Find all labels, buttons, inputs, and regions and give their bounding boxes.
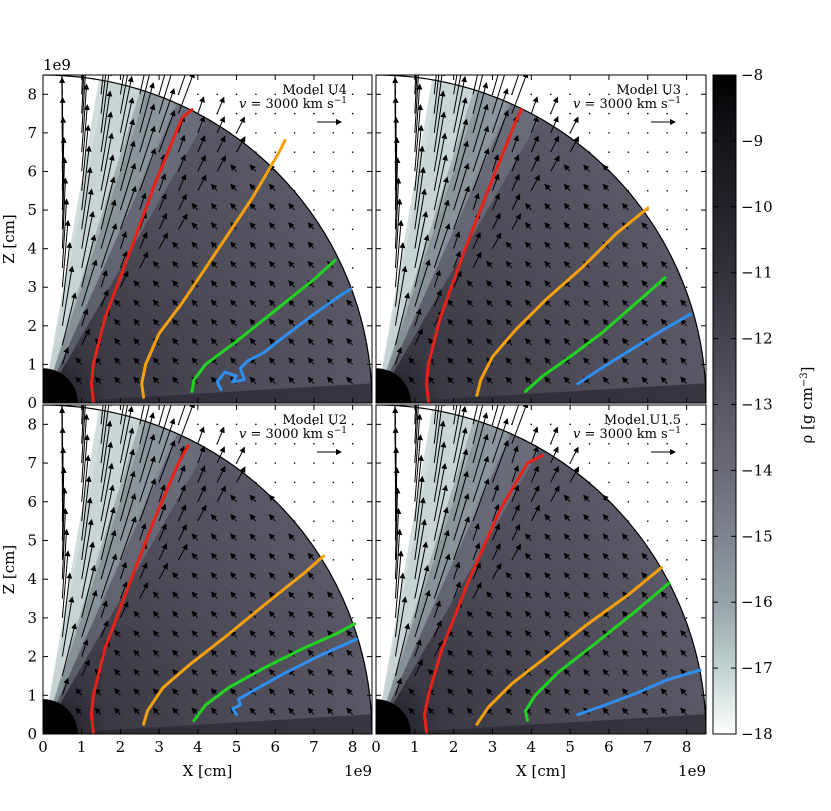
outer-boundary: [43, 75, 372, 403]
streamline-2: [140, 139, 287, 399]
colorbar-tick-label: −12: [741, 330, 773, 348]
x-tick-label: 6: [604, 738, 614, 756]
x-tick-label: 4: [193, 738, 203, 756]
velocity-arrows: [392, 75, 687, 385]
streamline-3: [524, 581, 671, 722]
colorbar-tick-label: −8: [741, 66, 763, 84]
velocity-arrows: [59, 405, 354, 715]
streamline-2: [475, 206, 650, 397]
panel-1: Model U4v = 3000 km s−1: [42, 74, 373, 404]
x-tick-label: 3: [154, 738, 164, 756]
colorbar-tick-label: −14: [741, 461, 773, 479]
streamline-2: [475, 566, 663, 726]
y-tick-label: 4: [27, 240, 37, 258]
y-tick-label: 8: [27, 85, 37, 103]
central-star: [376, 699, 411, 734]
model-label: Model U3: [616, 83, 681, 98]
colorbar-tick-label: −15: [741, 527, 773, 545]
outer-boundary: [43, 405, 372, 734]
streamline-1: [89, 444, 190, 734]
streamline-4: [576, 312, 692, 386]
model-label: Model U4: [282, 83, 347, 98]
colorbar-tick-label: −17: [741, 659, 773, 677]
y-tick-label: 0: [27, 394, 37, 412]
panel-frame: [375, 74, 707, 404]
velocity-legend-label: v = 3000 km s−1: [573, 96, 681, 112]
x-tick-label: 8: [348, 738, 358, 756]
streamline-1: [425, 108, 524, 403]
x-tick-label: 5: [232, 738, 242, 756]
y-tick-label: 5: [27, 531, 37, 549]
x-tick-label: 1: [77, 738, 87, 756]
y-tick-label: 3: [27, 278, 37, 296]
central-star: [376, 368, 411, 403]
velocity-legend-label: v = 3000 km s−1: [573, 426, 681, 442]
y-tick-label: 0: [27, 725, 37, 743]
velocity-legend-label: v = 3000 km s−1: [239, 426, 347, 442]
y-offset-label: 1e9: [43, 56, 71, 74]
x-axis-label: X [cm]: [183, 762, 233, 780]
colorbar-tick-label: −13: [741, 396, 773, 414]
colorbar-tick-label: −9: [741, 132, 763, 150]
streamline-1: [423, 453, 545, 734]
x-tick-label: 4: [527, 738, 537, 756]
velocity-legend-label: v = 3000 km s−1: [239, 96, 347, 112]
x-tick-label: 1: [410, 738, 420, 756]
y-tick-label: 1: [27, 355, 37, 373]
y-axis-label: Z [cm]: [0, 214, 18, 264]
y-tick-label: 1: [27, 686, 37, 704]
streamline-3: [190, 258, 337, 393]
panel-3: Model U2v = 3000 km s−1: [42, 404, 373, 735]
y-tick-label: 3: [27, 609, 37, 627]
colorbar-tick-label: −10: [741, 198, 773, 216]
colorbar-label: ρ [g cm−3]: [798, 366, 816, 443]
outer-boundary: [376, 405, 706, 734]
streamline-1: [89, 108, 194, 403]
outer-boundary: [376, 75, 706, 403]
colorbar-tick-label: −18: [741, 725, 773, 743]
streamline-4: [231, 637, 358, 717]
x-tick-label: 0: [371, 738, 381, 756]
streamline-3: [192, 622, 357, 722]
x-tick-label: 0: [38, 738, 48, 756]
panel-4: Model U1.5v = 3000 km s−1: [375, 404, 707, 735]
colorbar-tick-label: −16: [741, 593, 773, 611]
panel-frame: [375, 404, 707, 735]
panel-2: Model U3v = 3000 km s−1: [375, 74, 707, 404]
y-tick-label: 6: [27, 162, 37, 180]
x-tick-label: 8: [682, 738, 692, 756]
model-label: Model U2: [282, 413, 347, 428]
model-label: Model U1.5: [604, 413, 681, 428]
streamline-3: [524, 276, 667, 393]
x-tick-label: 5: [565, 738, 575, 756]
y-tick-label: 4: [27, 570, 37, 588]
central-star: [43, 368, 78, 403]
y-tick-label: 2: [27, 317, 37, 335]
streamline-4: [576, 668, 702, 717]
y-tick-label: 6: [27, 493, 37, 511]
y-tick-label: 5: [27, 201, 37, 219]
y-tick-label: 7: [27, 124, 37, 142]
x-tick-label: 7: [309, 738, 319, 756]
y-axis-label: Z [cm]: [0, 545, 18, 595]
x-tick-label: 2: [116, 738, 126, 756]
panel-frame: [42, 74, 373, 404]
y-tick-label: 8: [27, 415, 37, 433]
y-tick-label: 7: [27, 454, 37, 472]
colorbar: −8 −9 −10 −11 −12 −13 −14 −15 −16 −17 −18 ρ [g cm−…: [712, 66, 816, 743]
x-tick-label: 2: [449, 738, 459, 756]
x-axis-label: X [cm]: [516, 762, 566, 780]
central-star: [43, 699, 78, 734]
x-offset-label: 1e9: [678, 762, 706, 780]
x-tick-label: 3: [488, 738, 498, 756]
x-offset-label: 1e9: [344, 762, 372, 780]
x-tick-label: 7: [643, 738, 653, 756]
y-tick-label: 2: [27, 648, 37, 666]
panel-frame: [42, 404, 373, 735]
x-tick-label: 6: [270, 738, 280, 756]
colorbar-tick-label: −11: [741, 264, 773, 282]
streamline-4: [215, 287, 353, 391]
streamline-2: [142, 554, 326, 726]
